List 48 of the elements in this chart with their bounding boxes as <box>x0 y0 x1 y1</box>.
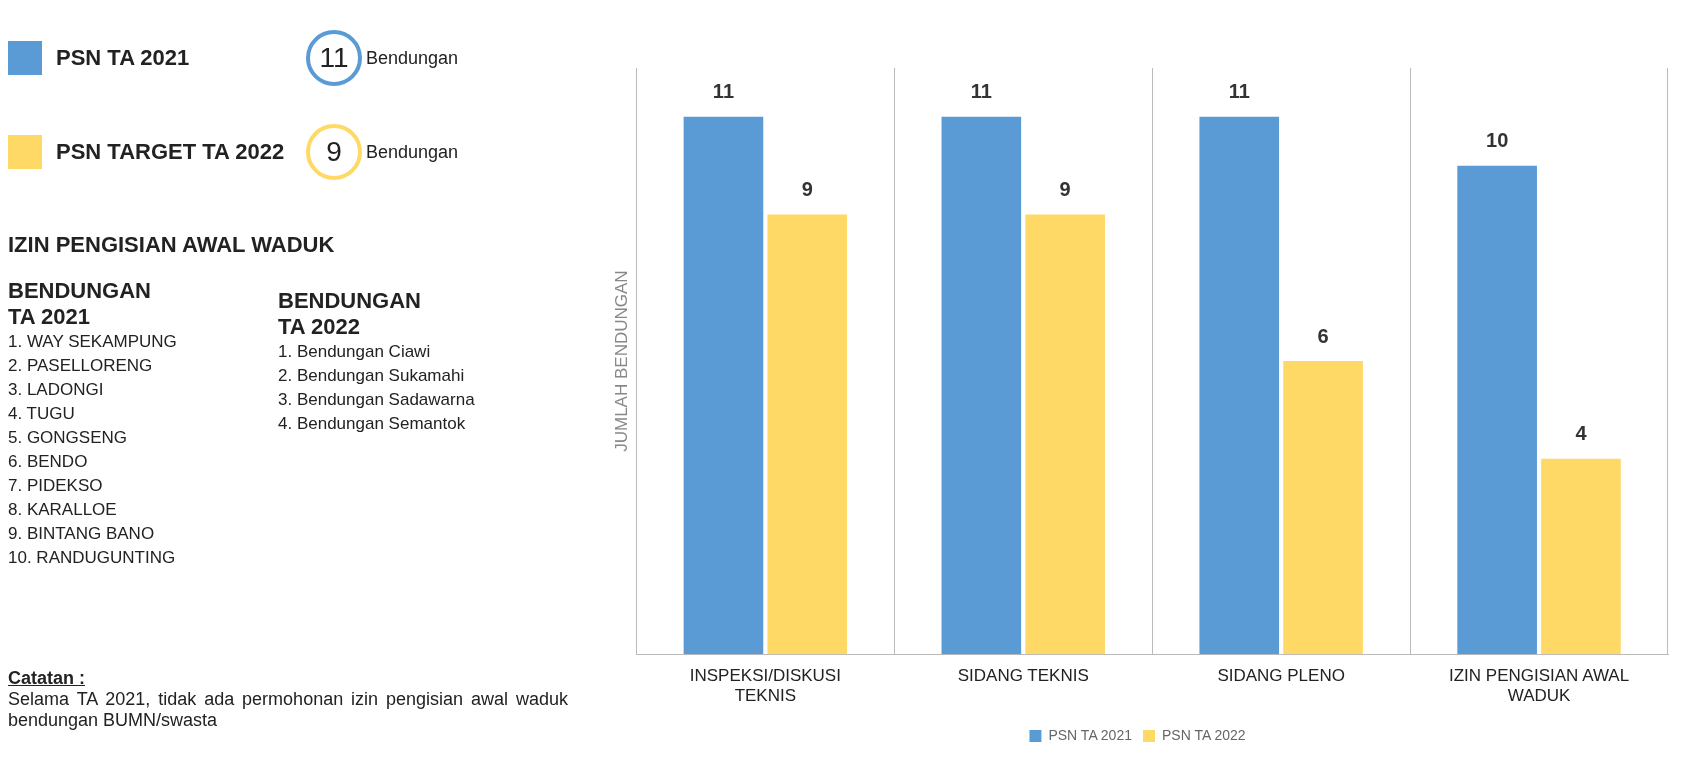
category-label: PSN TA 2021 <box>56 45 191 71</box>
y-axis-title: JUMLAH BENDUNGAN <box>611 270 631 452</box>
text: Bendungan <box>366 141 459 163</box>
text: Catatan : <box>8 668 86 689</box>
text: Selama TA 2021, tidak ada permohonan izin pengisian awal waduk bendungan BUMN/swasta <box>8 689 568 731</box>
bar <box>941 116 1022 655</box>
text: 9. BINTANG BANO <box>8 523 156 545</box>
text: BENDUNGAN TA 2021 <box>8 278 152 330</box>
bar <box>767 214 848 655</box>
data-label: 11 <box>712 80 735 103</box>
legend-label: PSN TA 2021 <box>1048 726 1133 743</box>
data-label: 9 <box>1059 178 1071 201</box>
category-label: PSN TARGET TA 2022 <box>56 139 286 165</box>
text: 3. LADONGI <box>8 379 105 401</box>
bar <box>1541 458 1621 655</box>
text: 2. PASELLORENG <box>8 355 154 377</box>
data-label: 11 <box>306 30 362 86</box>
x-tick-label: SIDANG PLENO <box>1217 666 1345 686</box>
text: 10. RANDUGUNTING <box>8 547 177 569</box>
text: 1. Bendungan Ciawi <box>278 341 432 363</box>
data-label: 10 <box>1486 129 1509 152</box>
data-label: 11 <box>970 80 992 103</box>
x-tick-label: IZIN PENGISIAN AWAL WADUK <box>1448 666 1630 706</box>
data-label: 6 <box>1317 324 1329 347</box>
x-tick-label: SIDANG TEKNIS <box>957 666 1089 686</box>
x-tick-label: INSPEKSI/DISKUSI TEKNIS <box>689 666 841 706</box>
legend-label: PSN TA 2022 <box>1162 726 1246 743</box>
bar <box>1025 214 1105 655</box>
data-label: 9 <box>801 178 813 201</box>
bar <box>1283 361 1363 655</box>
text: 5. GONGSENG <box>8 427 129 449</box>
text: 4. Bendungan Semantok <box>278 413 467 435</box>
bar <box>1457 165 1537 655</box>
data-label: 11 <box>1228 80 1250 103</box>
text: 7. PIDEKSO <box>8 475 104 497</box>
text: 8. KARALLOE <box>8 499 118 521</box>
text: Bendungan <box>366 47 459 69</box>
data-label: 9 <box>306 124 362 180</box>
data-label: 4 <box>1575 422 1588 445</box>
bar <box>1199 116 1280 655</box>
text: 2. Bendungan Sukamahi <box>278 365 466 387</box>
text: 6. BENDO <box>8 451 89 473</box>
text: 4. TUGU <box>8 403 76 425</box>
text: BENDUNGAN TA 2022 <box>278 288 422 340</box>
bar <box>683 116 764 655</box>
text: IZIN PENGISIAN AWAL WADUK <box>8 232 336 258</box>
text: 3. Bendungan Sadawarna <box>278 389 476 411</box>
text: 1. WAY SEKAMPUNG <box>8 331 178 353</box>
